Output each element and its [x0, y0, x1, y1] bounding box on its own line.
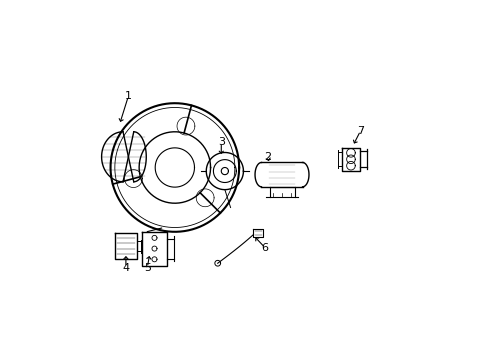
Text: 3: 3 — [217, 138, 224, 148]
Text: 5: 5 — [143, 262, 150, 273]
Text: 1: 1 — [124, 91, 132, 101]
Text: 6: 6 — [261, 243, 268, 253]
Text: 7: 7 — [356, 126, 364, 136]
Text: 4: 4 — [122, 262, 129, 273]
Text: 2: 2 — [264, 152, 271, 162]
